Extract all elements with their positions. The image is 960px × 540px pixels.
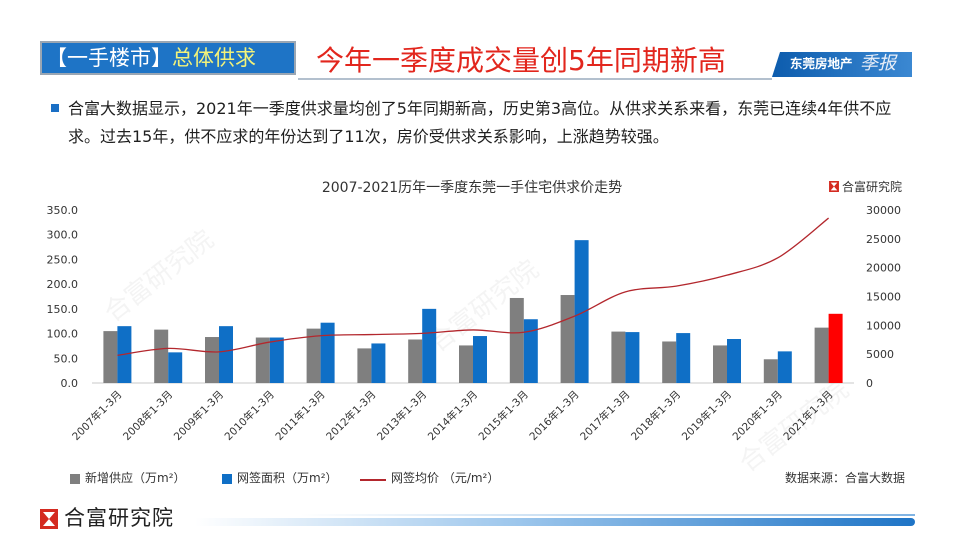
bar-supply-2013 bbox=[408, 339, 423, 383]
x-tick-label-2019: 2019年1-3月 bbox=[679, 388, 734, 443]
y-right-tick-label: 30000 bbox=[866, 204, 901, 217]
bar-supply-2021 bbox=[814, 327, 829, 383]
section-tag: 【一手楼市】总体供求 bbox=[40, 41, 296, 75]
x-tick-label-2010: 2010年1-3月 bbox=[222, 388, 277, 443]
legend-net-signed-swatch bbox=[222, 474, 232, 484]
report-banner bbox=[772, 52, 912, 77]
header-divider bbox=[298, 78, 772, 80]
bar-net-signed-2010 bbox=[269, 337, 284, 383]
bar-supply-2010 bbox=[255, 337, 270, 383]
y-right-tick-label: 25000 bbox=[866, 233, 901, 246]
x-tick-label-2012: 2012年1-3月 bbox=[323, 388, 378, 443]
bar-supply-2012 bbox=[357, 348, 372, 383]
x-tick-label-2013: 2013年1-3月 bbox=[374, 388, 429, 443]
bar-net-signed-2018 bbox=[676, 333, 691, 383]
bar-net-signed-2017 bbox=[625, 332, 640, 383]
bar-supply-2020 bbox=[763, 359, 778, 383]
legend-price-swatch bbox=[360, 479, 386, 481]
y-left-tick-label: 100.0 bbox=[47, 328, 79, 341]
y-left-tick-label: 50.0 bbox=[54, 352, 79, 365]
y-right-tick-label: 20000 bbox=[866, 262, 901, 275]
summary-text: 合富大数据显示，2021年一季度供求量均创了5年同期新高，历史第3高位。从供求关… bbox=[68, 99, 892, 146]
y-right-tick-label: 10000 bbox=[866, 319, 901, 332]
bar-net-signed-2014 bbox=[473, 336, 487, 383]
y-right-tick-label: 5000 bbox=[866, 348, 894, 361]
section-tag-topic: 总体供求 bbox=[172, 46, 256, 70]
chart-brand-text: 合富研究院 bbox=[842, 180, 903, 194]
x-tick-label-2021: 2021年1-3月 bbox=[781, 388, 836, 443]
x-tick-label-2020: 2020年1-3月 bbox=[730, 388, 785, 443]
data-source: 数据来源：合富大数据 bbox=[784, 471, 905, 485]
supply-demand-price-chart: 0.0 50.0 100.0 150.0 200.0 250.0 300.0 350.0 0 50… bbox=[47, 204, 902, 443]
y-left-tick-label: 0.0 bbox=[61, 377, 79, 390]
x-tick-label-2015: 2015年1-3月 bbox=[476, 388, 531, 443]
bar-supply-2011 bbox=[306, 328, 321, 383]
bar-supply-2014 bbox=[459, 345, 473, 383]
y-left-tick-label: 150.0 bbox=[47, 303, 79, 316]
bar-supply-2017 bbox=[611, 331, 626, 383]
bar-net-signed-2019 bbox=[727, 339, 741, 383]
bar-supply-2018 bbox=[662, 341, 677, 383]
bar-supply-2008 bbox=[154, 329, 169, 383]
footer-swoosh bbox=[195, 518, 915, 526]
hefu-logo-icon bbox=[40, 509, 58, 529]
y-right-tick-label: 0 bbox=[866, 377, 873, 390]
bar-supply-2016 bbox=[560, 295, 575, 383]
bar-net-signed-2020 bbox=[777, 351, 792, 383]
x-tick-label-2014: 2014年1-3月 bbox=[425, 388, 480, 443]
bar-supply-2015 bbox=[509, 297, 524, 383]
bar-net-signed-2008 bbox=[168, 352, 183, 383]
square-bullet-icon bbox=[51, 104, 59, 112]
page-title: 今年一季度成交量创5年同期新高 bbox=[316, 44, 726, 77]
bar-net-signed-2012 bbox=[371, 343, 386, 383]
x-tick-label-2017: 2017年1-3月 bbox=[577, 388, 632, 443]
x-tick-label-2011: 2011年1-3月 bbox=[273, 388, 328, 443]
bar-net-signed-2021 bbox=[828, 313, 843, 383]
hefu-logo-icon bbox=[829, 181, 839, 192]
legend-net-signed-label: 网签面积（万m²） bbox=[237, 471, 338, 485]
price-line bbox=[117, 217, 830, 356]
x-tick-label-2016: 2016年1-3月 bbox=[527, 388, 582, 443]
footer-brand: 合富研究院 bbox=[64, 506, 174, 530]
bar-supply-2009 bbox=[205, 337, 219, 383]
x-tick-label-2009: 2009年1-3月 bbox=[171, 388, 226, 443]
chart-title: 2007-2021历年一季度东莞一手住宅供求价走势 bbox=[321, 180, 623, 196]
bar-net-signed-2013 bbox=[422, 308, 437, 383]
y-left-tick-label: 350.0 bbox=[47, 204, 79, 217]
report-banner-text: 东莞房地产 bbox=[790, 56, 853, 71]
bar-supply-2007 bbox=[103, 331, 118, 383]
legend-price-label: 网签均价 （元/m²） bbox=[391, 471, 500, 485]
bar-net-signed-2009 bbox=[219, 326, 233, 383]
y-left-tick-label: 200.0 bbox=[47, 278, 79, 291]
y-left-tick-label: 300.0 bbox=[47, 229, 79, 242]
y-left-tick-label: 250.0 bbox=[47, 253, 79, 266]
bar-net-signed-2016 bbox=[574, 240, 589, 383]
bar-net-signed-2015 bbox=[523, 319, 538, 383]
bar-net-signed-2011 bbox=[320, 322, 335, 383]
x-tick-label-2018: 2018年1-3月 bbox=[628, 388, 683, 443]
y-right-tick-label: 15000 bbox=[866, 291, 901, 304]
footer-swoosh-thin bbox=[300, 514, 915, 516]
report-banner-logo: 季报 bbox=[860, 53, 896, 74]
legend-supply-label: 新增供应（万m²） bbox=[85, 471, 186, 485]
legend-supply-swatch bbox=[70, 474, 80, 484]
x-tick-label-2008: 2008年1-3月 bbox=[120, 388, 175, 443]
bar-supply-2019 bbox=[713, 345, 727, 383]
x-tick-label-2007: 2007年1-3月 bbox=[69, 388, 124, 443]
section-tag-prefix: 【一手楼市】 bbox=[46, 46, 172, 70]
